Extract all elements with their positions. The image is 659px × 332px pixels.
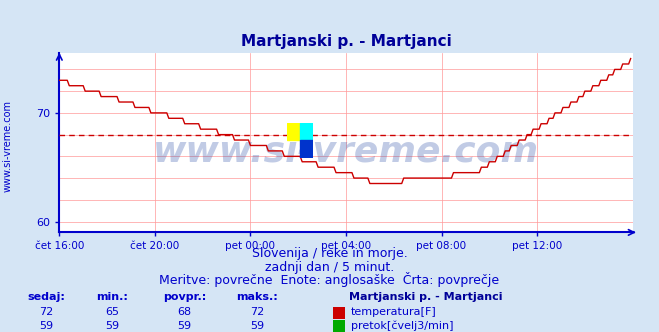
Bar [300, 140, 313, 158]
Text: 65: 65 [105, 307, 119, 317]
Title: Martjanski p. - Martjanci: Martjanski p. - Martjanci [241, 34, 451, 49]
Text: 72: 72 [39, 307, 53, 317]
Text: www.si-vreme.com: www.si-vreme.com [3, 100, 13, 192]
Text: 59: 59 [105, 321, 119, 331]
Bar [287, 123, 300, 140]
Text: zadnji dan / 5 minut.: zadnji dan / 5 minut. [265, 261, 394, 274]
Text: 59: 59 [39, 321, 53, 331]
Text: www.si-vreme.com: www.si-vreme.com [153, 135, 539, 169]
Bar [300, 123, 313, 140]
Text: temperatura[F]: temperatura[F] [351, 307, 436, 317]
Text: Meritve: povrečne  Enote: anglosaške  Črta: povprečje: Meritve: povrečne Enote: anglosaške Črta… [159, 272, 500, 287]
Text: maks.:: maks.: [236, 292, 278, 302]
Text: min.:: min.: [96, 292, 128, 302]
Text: pretok[čvelj3/min]: pretok[čvelj3/min] [351, 320, 453, 331]
Text: Slovenija / reke in morje.: Slovenija / reke in morje. [252, 247, 407, 260]
Text: Martjanski p. - Martjanci: Martjanski p. - Martjanci [349, 292, 503, 302]
Text: 72: 72 [250, 307, 264, 317]
Text: povpr.:: povpr.: [163, 292, 206, 302]
Text: 68: 68 [177, 307, 192, 317]
Text: 59: 59 [250, 321, 264, 331]
Text: sedaj:: sedaj: [27, 292, 65, 302]
Text: 59: 59 [177, 321, 192, 331]
